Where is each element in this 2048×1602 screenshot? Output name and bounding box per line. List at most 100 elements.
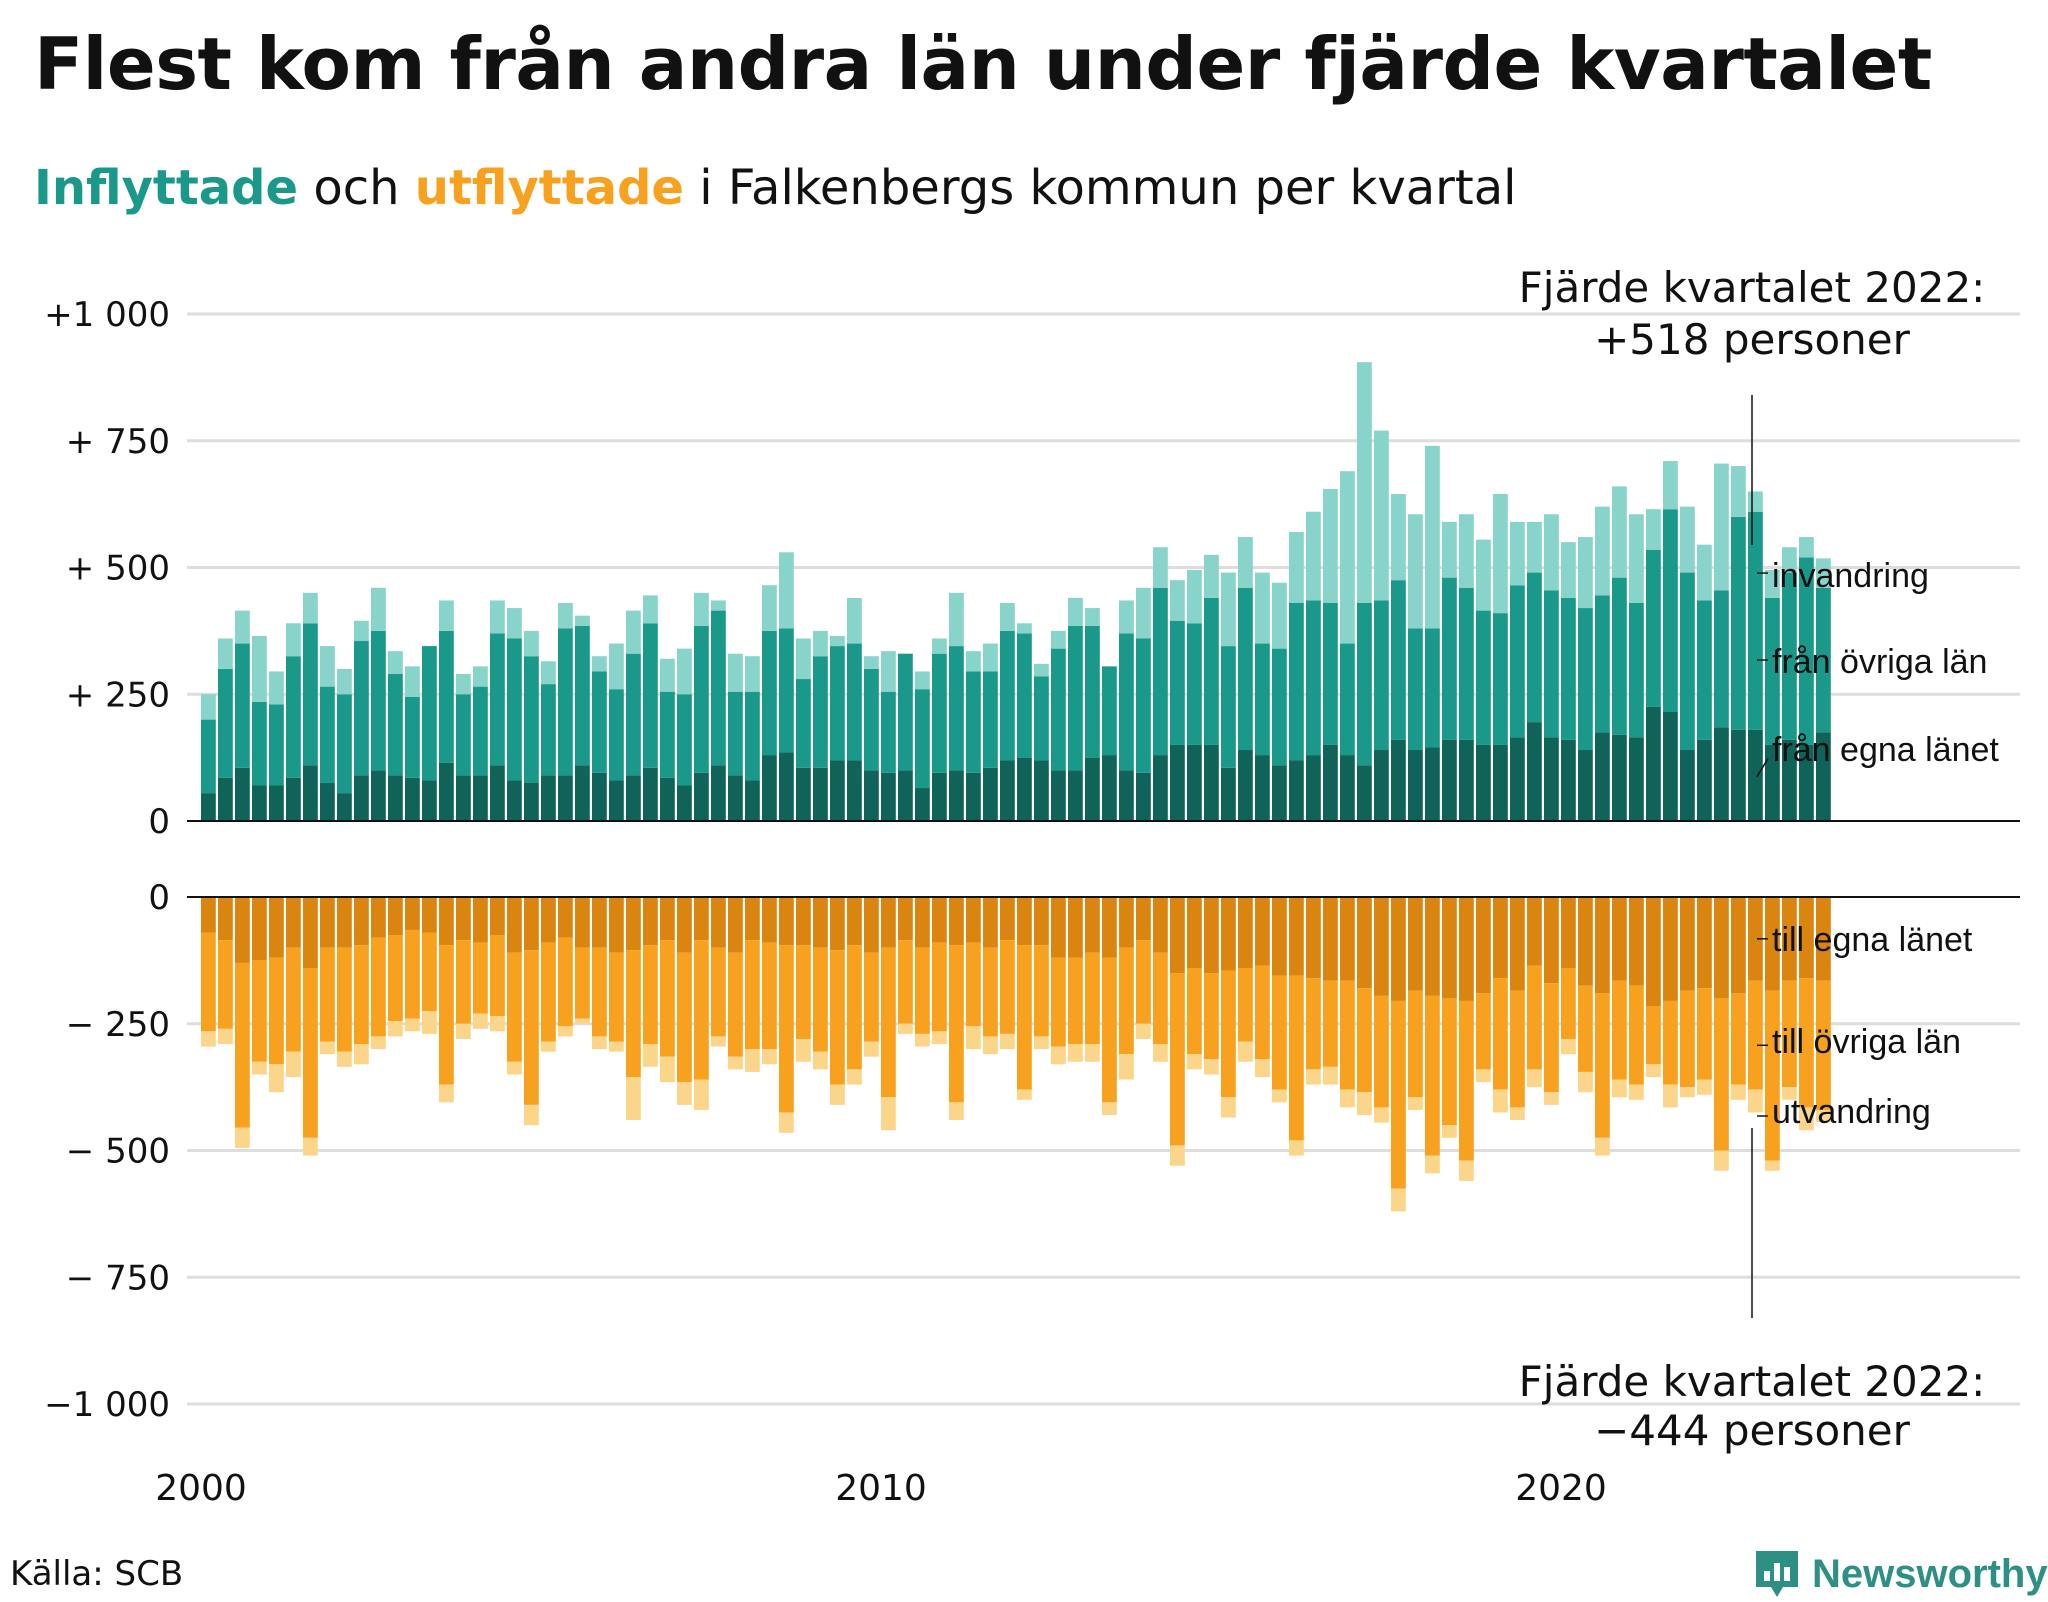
in-bar-från-egna-länet [966,772,981,821]
out-bar-till-övriga-län [762,942,777,1050]
in-bar-från-övriga-län [1255,643,1270,756]
in-bar-från-övriga-län [1204,597,1219,745]
out-bar-till-övriga-län [541,942,556,1042]
in-bar-från-övriga-län [1357,602,1372,766]
out-bar-till-egna-länet [847,897,862,946]
out-bar-till-övriga-län [473,942,488,1014]
out-bar-till-egna-länet [1782,897,1797,981]
in-bar-från-egna-länet [422,780,437,821]
out-bar-till-övriga-län [235,962,250,1128]
in-bar-från-övriga-län [1816,587,1831,733]
in-bar-från-egna-länet [1748,729,1763,821]
out-bar-till-egna-länet [1714,897,1729,999]
in-bar-invandring [286,623,301,657]
out-bar-till-övriga-län [626,950,641,1077]
in-bar-invandring [626,610,641,654]
in-bar-från-egna-länet [1136,772,1151,821]
in-bar-invandring [1034,663,1049,677]
out-bar-utvandring [1306,1069,1321,1085]
in-bar-invandring [660,658,675,692]
x-tick-label: 2020 [1515,1468,1607,1509]
in-bar-invandring [915,671,930,690]
out-bar-till-egna-länet [1391,897,1406,1001]
out-bar-till-egna-länet [1442,897,1457,999]
out-bar-utvandring [1425,1155,1440,1174]
out-bar-till-egna-länet [1799,897,1814,979]
in-bar-från-egna-länet [456,775,471,821]
out-bar-till-egna-länet [830,897,845,951]
out-bar-till-övriga-län [524,950,539,1105]
in-bar-invandring [1340,471,1355,644]
out-bar-utvandring [1799,1107,1814,1131]
out-bar-till-egna-länet [796,897,811,946]
chart-title: Flest kom från andra län under fjärde kv… [34,22,1932,106]
in-bar-från-egna-länet [320,782,335,821]
in-bar-från-övriga-län [1544,590,1559,738]
out-bar-till-egna-länet [898,897,913,941]
in-bar-invandring [1204,554,1219,598]
out-bar-utvandring [1170,1145,1185,1166]
in-bar-från-egna-länet [1170,744,1185,821]
in-bar-från-övriga-län [575,625,590,766]
in-bar-från-egna-länet [898,770,913,821]
out-bar-till-övriga-län [1238,967,1253,1042]
in-bar-från-övriga-län [796,679,811,768]
in-bar-från-övriga-län [677,694,692,786]
in-bar-från-övriga-län [1000,630,1015,761]
out-bar-utvandring [1136,1023,1151,1039]
out-bar-utvandring [473,1013,488,1029]
out-bar-till-egna-länet [1170,897,1185,974]
in-bar-invandring [456,673,471,695]
in-bar-från-egna-länet [847,760,862,821]
in-bar-från-egna-länet [1782,739,1797,821]
in-bar-invandring [1476,539,1491,611]
out-bar-utvandring [932,1031,947,1045]
out-bar-till-övriga-län [252,960,267,1062]
out-bar-till-övriga-län [422,932,437,1012]
y-tick-label: + 500 [66,549,170,589]
out-bar-utvandring [1340,1089,1355,1108]
in-bar-från-övriga-län [1306,600,1321,756]
out-bar-till-övriga-län [643,945,658,1045]
in-bar-från-egna-länet [728,775,743,821]
in-bar-från-egna-länet [1442,739,1457,821]
in-bar-från-egna-länet [1680,750,1695,821]
out-bar-till-egna-länet [643,897,658,946]
out-bar-till-egna-länet [1289,897,1304,976]
in-bar-invandring [1170,580,1185,621]
in-bar-från-övriga-län [864,668,879,771]
in-bar-från-övriga-län [1425,628,1440,748]
out-bar-till-egna-länet [983,897,998,948]
x-tick-labels: 2000 2010 2020 [155,1468,1607,1509]
in-bar-från-övriga-län [286,656,301,778]
in-bar-invandring [592,656,607,672]
in-bar-invandring [609,643,624,690]
out-bar-utvandring [218,1028,233,1045]
in-bar-invandring [1510,521,1525,586]
out-bar-till-övriga-län [439,945,454,1085]
in-bar-invandring [983,643,998,672]
out-bar-till-egna-länet [966,897,981,943]
in-bar-invandring [949,592,964,647]
out-bar-till-övriga-län [1119,947,1134,1055]
out-bar-till-övriga-län [881,947,896,1098]
out-bar-till-egna-länet [1493,897,1508,979]
in-bar-från-egna-länet [796,767,811,821]
in-bar-från-egna-länet [405,777,420,821]
in-bar-från-egna-länet [1391,739,1406,821]
in-bar-från-övriga-län [1561,597,1576,740]
in-bar-från-egna-länet [303,765,318,821]
out-bar-till-övriga-län [1748,980,1763,1090]
in-bar-från-övriga-län [1697,600,1712,740]
in-bar-från-övriga-län [1714,590,1729,728]
out-bar-till-egna-länet [1731,897,1746,994]
in-bar-invandring [1425,445,1440,629]
in-bar-invandring [1255,572,1270,644]
in-bar-från-egna-länet [660,777,675,821]
out-bar-till-övriga-län [1595,993,1610,1138]
in-bar-från-övriga-län [1068,625,1083,771]
out-bar-till-övriga-län [1136,940,1151,1024]
out-bar-utvandring [864,1041,879,1057]
out-bar-till-egna-länet [422,897,437,933]
label-leader [1756,758,1769,778]
